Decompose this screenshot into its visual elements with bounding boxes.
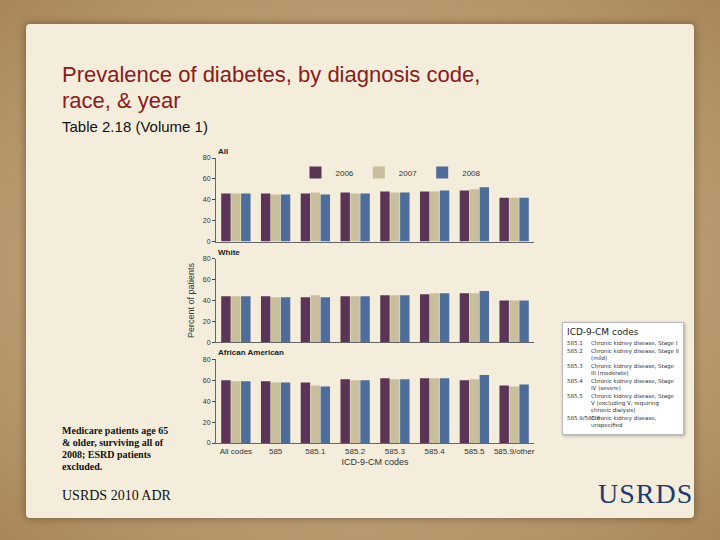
html-text:USRDS: USRDS (598, 478, 694, 509)
html-text:585.9/585.6: 585.9/585.6 (567, 415, 601, 421)
svg-text:Percent of patients: Percent of patients (186, 262, 196, 338)
svg-text:585.9/other: 585.9/other (494, 447, 535, 456)
svg-text:White: White (218, 248, 240, 257)
html-text:Chronic kidney disease, Stage: Chronic kidney disease, Stage II (mild) (591, 348, 679, 361)
svg-text:All codes: All codes (220, 447, 252, 456)
svg-text:585.3: 585.3 (385, 447, 406, 456)
svg-text:585.1: 585.1 (305, 447, 326, 456)
html-text:Chronic kidney disease, Stage: Chronic kidney disease, Stage V (excludi… (591, 393, 674, 413)
html-text:USRDS 2010 ADR: USRDS 2010 ADR (62, 488, 171, 503)
svg-text:40: 40 (203, 196, 211, 203)
html-text:Medicare patients age 65 & old: Medicare patients age 65 & older, surviv… (62, 425, 169, 472)
svg-text:585.5: 585.5 (464, 447, 485, 456)
html-text:585.3: 585.3 (567, 363, 583, 369)
svg-text:0: 0 (207, 339, 211, 346)
html-text:585.4: 585.4 (567, 378, 583, 384)
svg-text:585.2: 585.2 (345, 447, 366, 456)
svg-text:20: 20 (203, 419, 211, 426)
svg-text:All: All (218, 147, 228, 156)
svg-text:2008: 2008 (462, 169, 480, 178)
svg-text:60: 60 (203, 175, 211, 182)
html-text:Chronic kidney disease, Stage: Chronic kidney disease, Stage III (moder… (591, 363, 674, 376)
svg-text:African American: African American (218, 348, 284, 357)
svg-text:80: 80 (203, 154, 211, 161)
svg-text:ICD-9-CM codes: ICD-9-CM codes (341, 457, 409, 467)
svg-text:0: 0 (207, 238, 211, 245)
svg-text:60: 60 (203, 377, 211, 384)
svg-text:80: 80 (203, 356, 211, 363)
html-text:Table 2.18 (Volume 1): Table 2.18 (Volume 1) (62, 118, 208, 135)
html-text:Chronic kidney disease, unspec: Chronic kidney disease, unspecified (591, 415, 657, 428)
html-text:585.5: 585.5 (567, 393, 583, 399)
svg-text:2006: 2006 (336, 169, 354, 178)
svg-text:40: 40 (203, 398, 211, 405)
html-text:Chronic kidney disease, Stage: Chronic kidney disease, Stage IV (severe… (591, 378, 674, 391)
svg-text:585.4: 585.4 (425, 447, 446, 456)
svg-text:2007: 2007 (399, 169, 417, 178)
html-text:ICD-9-CM codes: ICD-9-CM codes (567, 327, 639, 337)
html-text:Chronic kidney disease, Stage: Chronic kidney disease, Stage I (591, 340, 678, 346)
svg-text:60: 60 (203, 276, 211, 283)
html-text:Prevalence of diabetes, by dia: Prevalence of diabetes, by diagnosis cod… (62, 62, 481, 113)
html-text:585.1: 585.1 (567, 340, 583, 346)
svg-text:0: 0 (207, 439, 211, 446)
svg-text:20: 20 (203, 318, 211, 325)
svg-text:40: 40 (203, 297, 211, 304)
html-text:585.2: 585.2 (567, 348, 583, 354)
svg-text:585: 585 (269, 447, 283, 456)
svg-text:80: 80 (203, 255, 211, 262)
svg-text:20: 20 (203, 217, 211, 224)
